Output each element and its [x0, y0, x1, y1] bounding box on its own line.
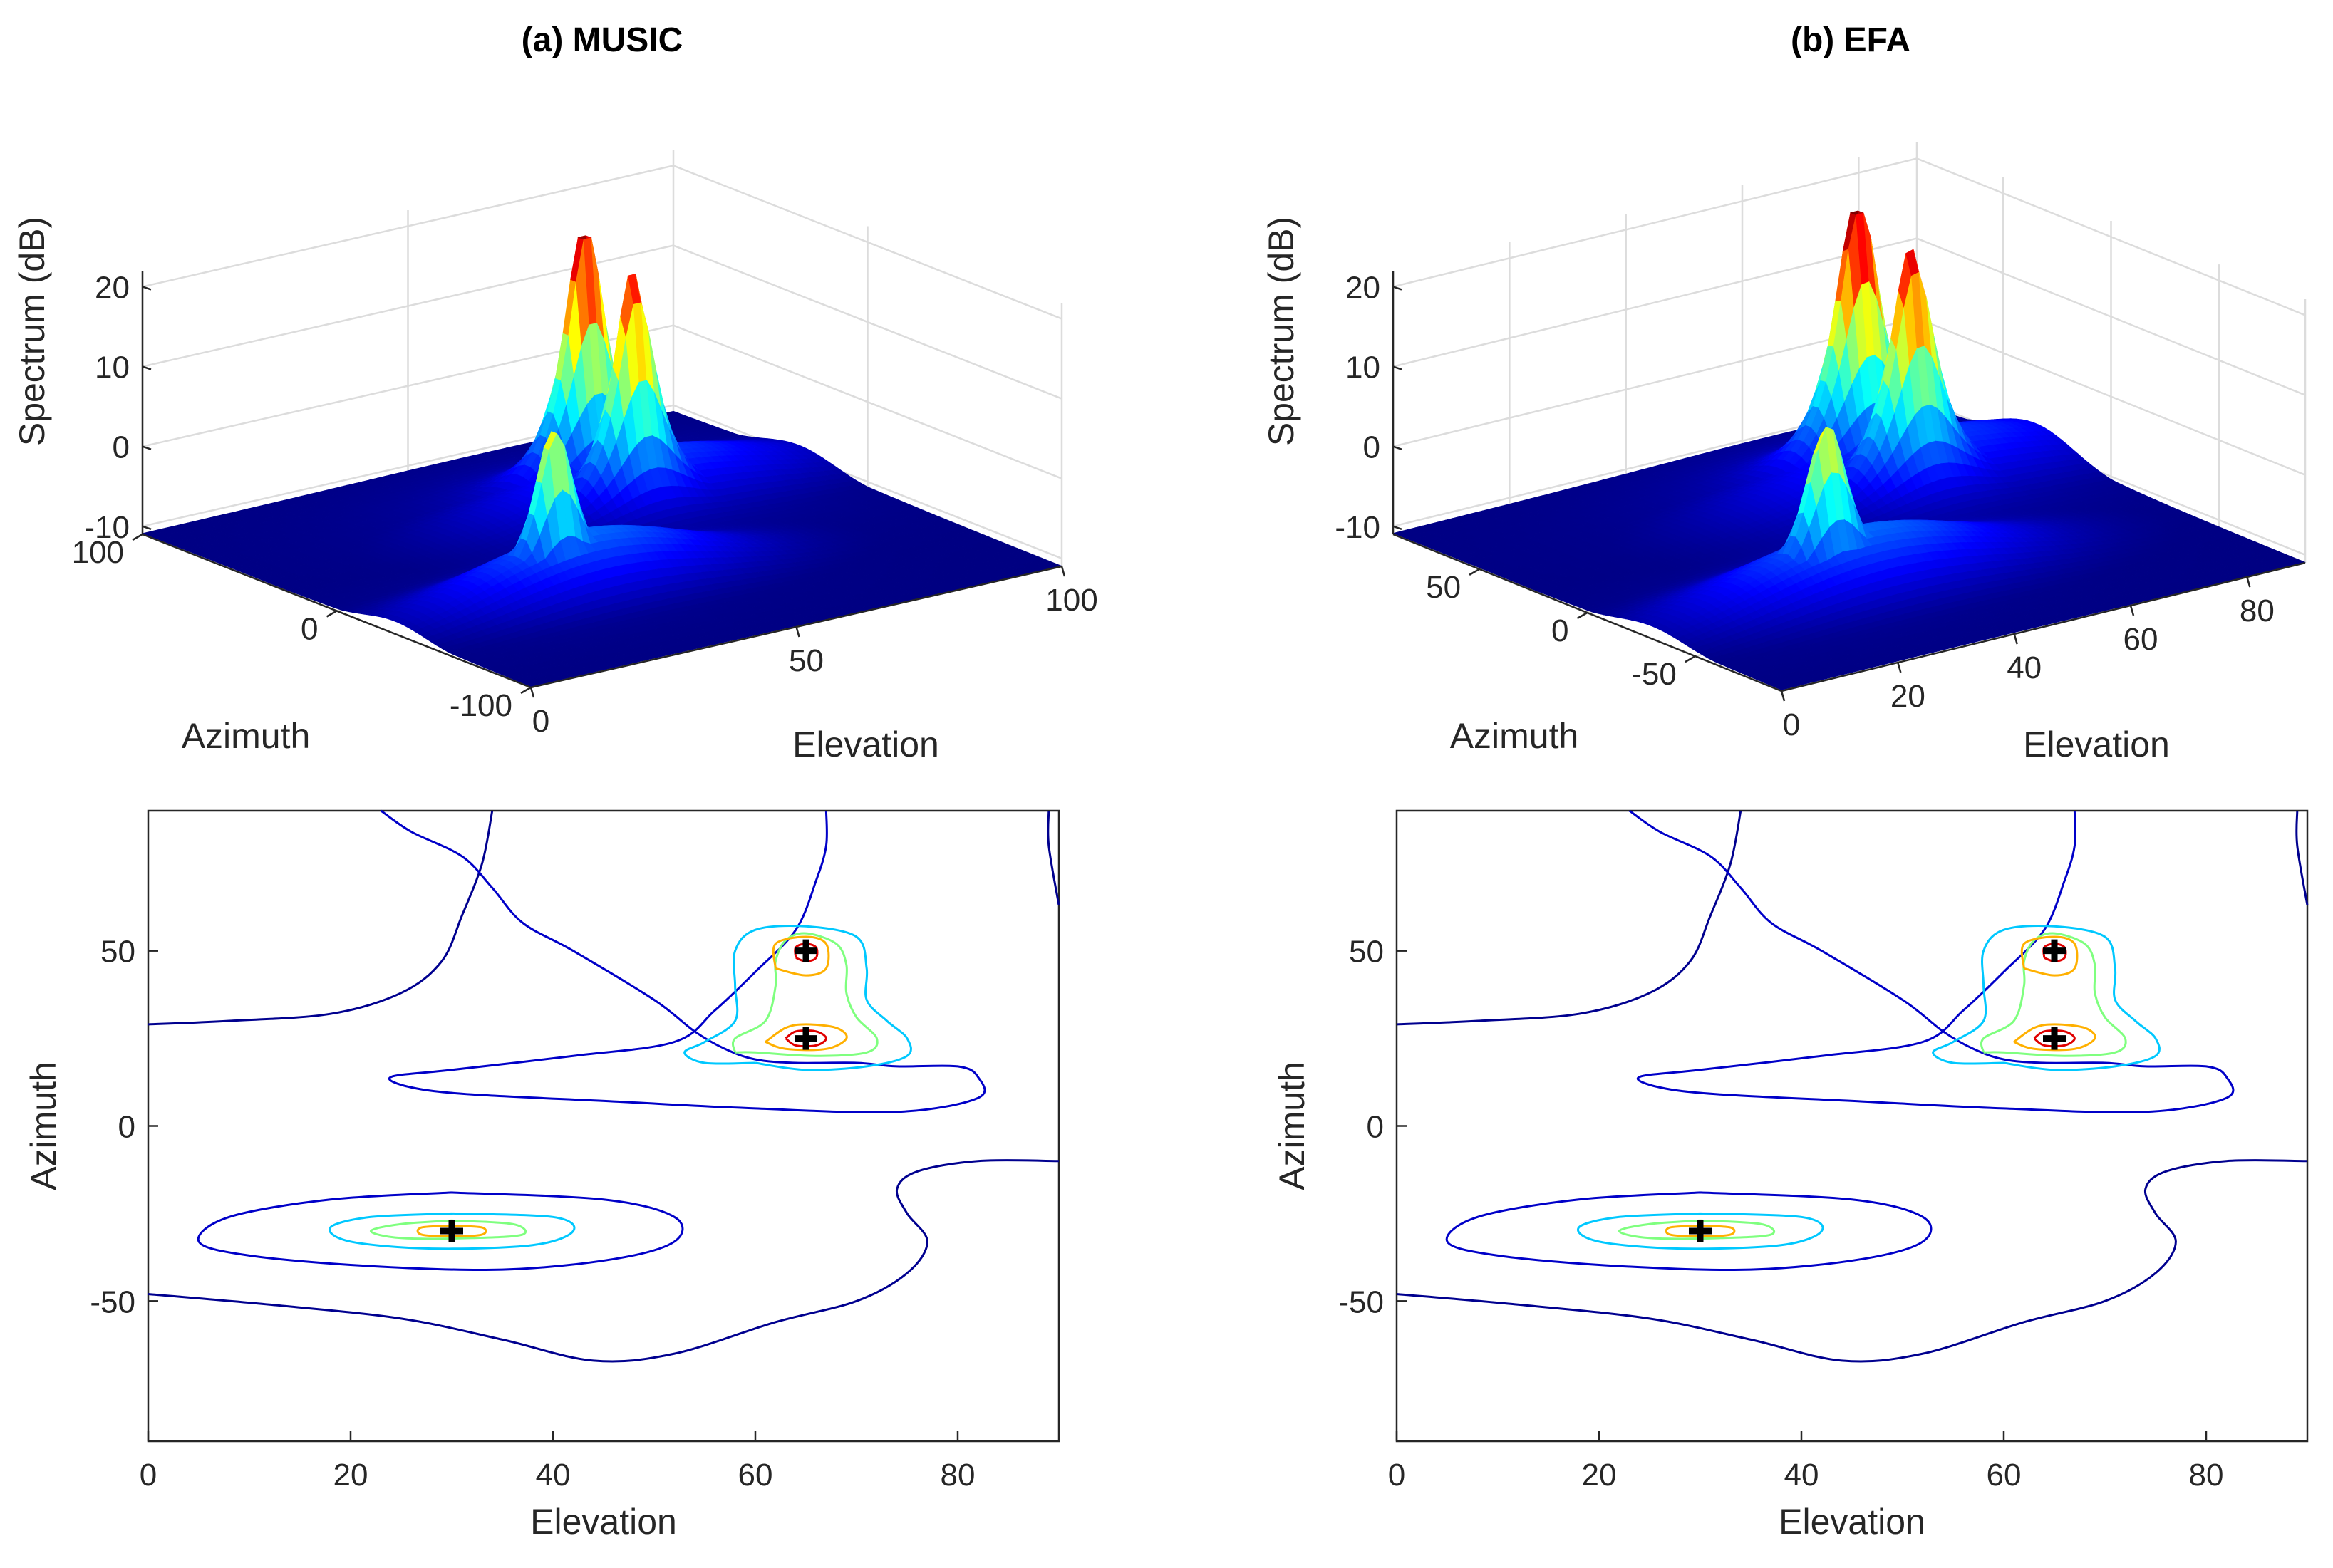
elevation-axis-label: Elevation	[792, 725, 939, 764]
grid-line	[142, 404, 1062, 559]
elevation-tick	[1060, 566, 1066, 577]
azimuth-tick-label: -100	[450, 688, 512, 723]
grid-line	[142, 165, 1062, 320]
grid-line	[142, 324, 1062, 479]
azimuth-axis-label: Azimuth	[182, 716, 311, 756]
azimuth-tick-label: 100	[72, 535, 124, 570]
z-tick	[142, 445, 152, 450]
surface-panel-b-3d	[1392, 142, 2307, 702]
elevation-tick-label: 0	[532, 704, 549, 739]
panel-title: (a) MUSIC	[522, 21, 683, 59]
elevation-tick-label: 100	[1045, 583, 1097, 618]
z-axis-label: Spectrum (dB)	[12, 217, 52, 446]
azimuth-tick	[520, 686, 532, 695]
elevation-tick	[529, 687, 535, 698]
z-tick-label: 0	[113, 430, 130, 465]
z-tick	[142, 286, 152, 291]
surface-panel-a-3d	[132, 150, 1066, 698]
grid-line	[142, 244, 1062, 400]
z-tick	[142, 525, 152, 530]
azimuth-tick	[132, 533, 143, 541]
z-tick	[142, 365, 152, 370]
azimuth-tick	[326, 610, 338, 618]
elevation-tick	[795, 626, 800, 638]
azimuth-tick-label: 0	[301, 612, 318, 647]
z-tick-label: 20	[95, 270, 130, 305]
elevation-tick-label: 50	[789, 643, 824, 678]
z-tick-label: 10	[95, 351, 130, 385]
surface	[141, 235, 1063, 687]
surface	[1392, 210, 2306, 690]
